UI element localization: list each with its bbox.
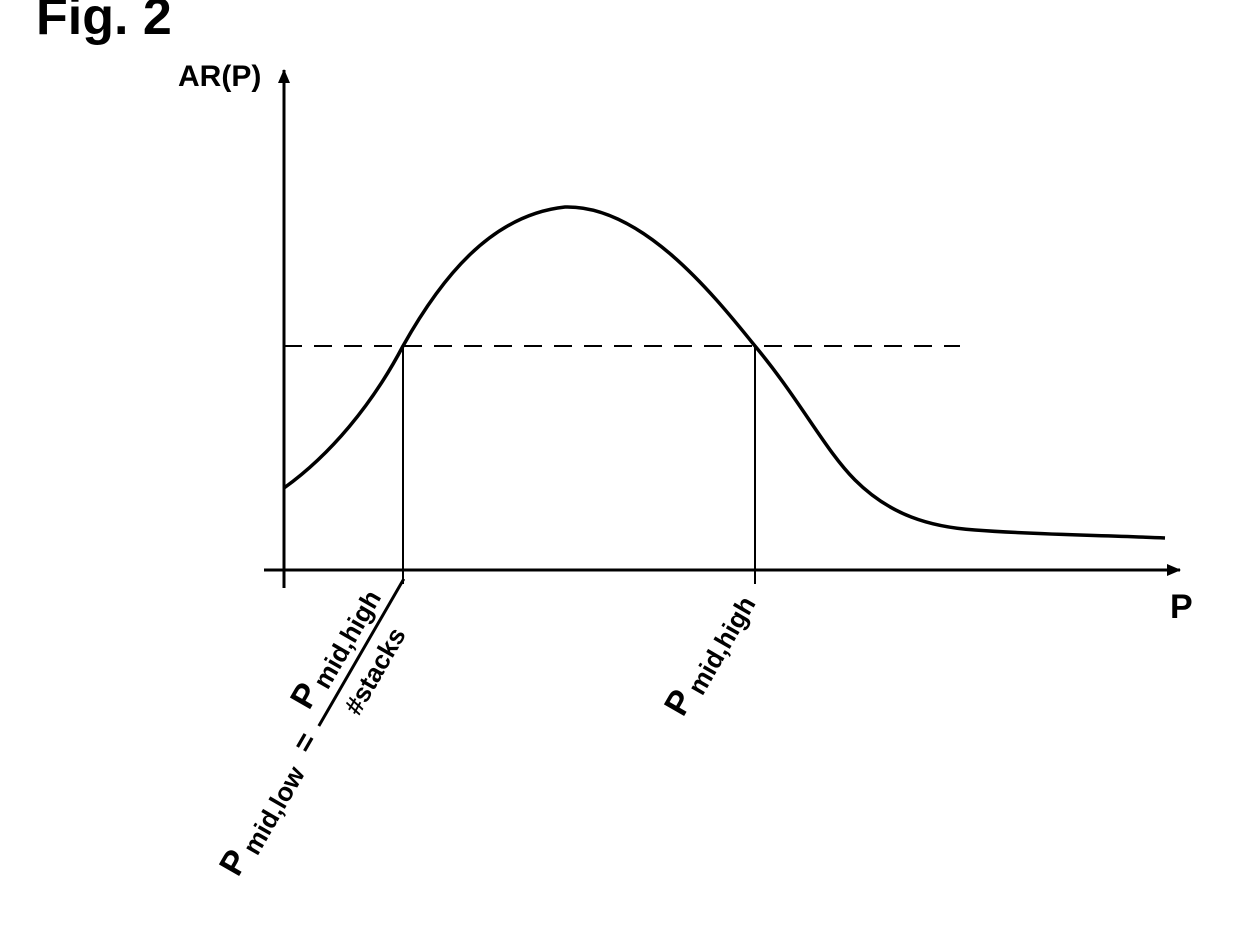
x-axis-label: P — [1170, 588, 1193, 626]
marker-low-equals: = — [286, 727, 323, 759]
figure-title: Fig. 2 — [36, 0, 172, 46]
marker-high-label: P mid,high — [657, 591, 762, 722]
marker-low-subscript: mid,low — [236, 760, 311, 859]
fraction-bar — [317, 578, 406, 727]
y-axis-label: AR(P) — [178, 60, 261, 93]
ar-curve — [282, 205, 1166, 540]
marker-high-subscript: mid,high — [681, 591, 761, 700]
marker-low-label: P mid,low = P mid,high #stacks — [212, 578, 412, 882]
